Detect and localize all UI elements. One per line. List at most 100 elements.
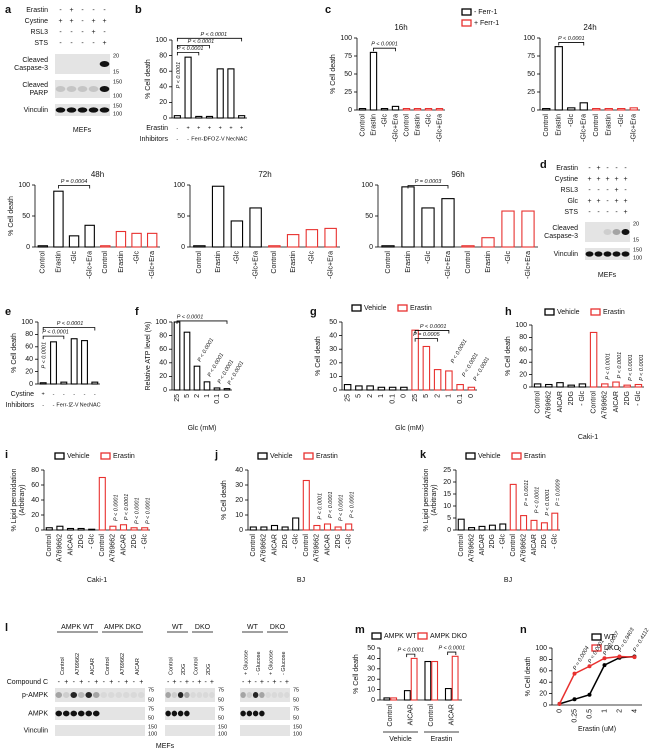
legend-label: Erastin	[316, 453, 338, 460]
y-tick-label: 0	[348, 107, 352, 114]
row-cell: +	[102, 40, 106, 47]
row-cell: -	[53, 391, 55, 397]
x-tick-label: 2DG	[624, 391, 631, 405]
row-cell: +	[240, 125, 243, 131]
y-axis-label: % Lipid peroxidation	[11, 468, 18, 531]
y-tick-label: 50	[527, 71, 535, 78]
row-cell: -	[88, 679, 91, 686]
y-tick-label: 20	[159, 373, 167, 380]
bar	[567, 384, 575, 388]
bar	[323, 523, 332, 531]
bar	[84, 224, 95, 248]
legend-swatch	[511, 452, 522, 460]
y-tick-label: 0	[371, 697, 375, 704]
x-tick-label: -Glc	[568, 114, 575, 127]
y-tick-label: 0	[531, 107, 535, 114]
panel-title: 72h	[258, 170, 271, 179]
y-tick-label: 80	[519, 334, 527, 341]
size-marker: 100	[148, 731, 157, 737]
y-axis-label: % Cell death	[8, 196, 15, 236]
row-cell: -	[606, 209, 609, 216]
y-axis-label: % Cell death	[145, 59, 152, 99]
band	[70, 710, 78, 717]
row-cell: -	[615, 165, 618, 172]
x-tick-label: 2DG	[282, 534, 289, 548]
x-tick-label: AICAR	[531, 534, 538, 555]
bar	[530, 519, 538, 531]
bar	[195, 115, 203, 119]
x-tick-label: -Glc+Era	[445, 251, 452, 279]
legend-label: Vehicle	[270, 453, 293, 460]
bar	[115, 230, 127, 248]
bar	[381, 245, 395, 248]
p-value: P < 0.0001	[188, 39, 215, 45]
point	[602, 663, 607, 668]
row-label: Glc	[568, 198, 579, 205]
bar	[451, 655, 459, 701]
x-tick-label: Control	[271, 251, 278, 274]
size-marker: 75	[218, 687, 224, 693]
bar	[343, 384, 352, 391]
bar	[324, 227, 337, 248]
lane-label: Control	[169, 657, 175, 675]
row-cell: NAC	[236, 136, 248, 142]
x-tick-label: 2DG	[131, 534, 138, 548]
bar	[213, 387, 221, 391]
row-cell: +	[219, 125, 222, 131]
p-value: P < 0.0001	[450, 339, 468, 365]
legend-label: Erastin	[410, 305, 432, 312]
size-marker: 100	[113, 111, 122, 117]
panel-title: 96h	[451, 170, 464, 179]
bar	[66, 527, 75, 531]
size-marker: 75	[218, 706, 224, 712]
genotype-label: WT	[172, 624, 184, 631]
legend-swatch	[544, 308, 555, 316]
x-tick-label: Erastin	[485, 251, 492, 273]
x-tick-label: 2	[616, 709, 623, 713]
x-axis-label: Erastin (uM)	[578, 726, 616, 733]
band	[184, 710, 190, 717]
y-tick-label: 40	[159, 360, 167, 367]
row-cell: +	[197, 679, 201, 686]
row-cell: -	[624, 187, 627, 194]
p-value: P = 0.0011	[524, 480, 530, 506]
blot-background	[165, 725, 215, 736]
x-tick-label: 1	[204, 394, 211, 398]
x-tick-label: Control	[543, 114, 550, 137]
y-tick-label: 100	[361, 182, 373, 189]
x-tick-label: - Glc	[89, 534, 96, 549]
bar	[223, 388, 231, 391]
row-cell: -	[254, 679, 257, 686]
caption: MEFs	[156, 743, 175, 750]
y-tick-label: 20	[519, 371, 527, 378]
x-tick-label: -Glc+Era	[149, 251, 156, 279]
x-tick-label: Erastin	[370, 114, 377, 136]
y-tick-label: 0	[35, 527, 39, 534]
bar	[260, 526, 268, 531]
bar	[366, 385, 374, 391]
band	[92, 710, 100, 717]
band	[603, 251, 612, 257]
band	[265, 692, 271, 698]
band	[77, 107, 88, 113]
legend-label: - Ferr-1	[474, 9, 497, 16]
caption: MEFs	[73, 127, 92, 134]
size-marker: 75	[293, 706, 299, 712]
y-tick-label: 10	[235, 512, 243, 519]
band	[55, 86, 66, 92]
x-tick-label: 2DG	[489, 534, 496, 548]
band	[62, 710, 70, 717]
y-axis-label: (Arbitrary)	[431, 484, 438, 515]
y-tick-label: 20	[31, 512, 39, 519]
x-tick-label: A769662	[602, 391, 609, 419]
bar	[488, 524, 496, 531]
bar	[478, 525, 486, 531]
row-cell: +	[208, 125, 211, 131]
bar	[77, 527, 85, 531]
row-cell: +	[69, 18, 73, 25]
row-label: Cystine	[25, 18, 48, 25]
size-marker: 150	[113, 103, 122, 109]
x-tick-label: 25	[344, 394, 351, 402]
blot-background	[165, 707, 215, 720]
y-tick-label: 0	[29, 381, 33, 388]
